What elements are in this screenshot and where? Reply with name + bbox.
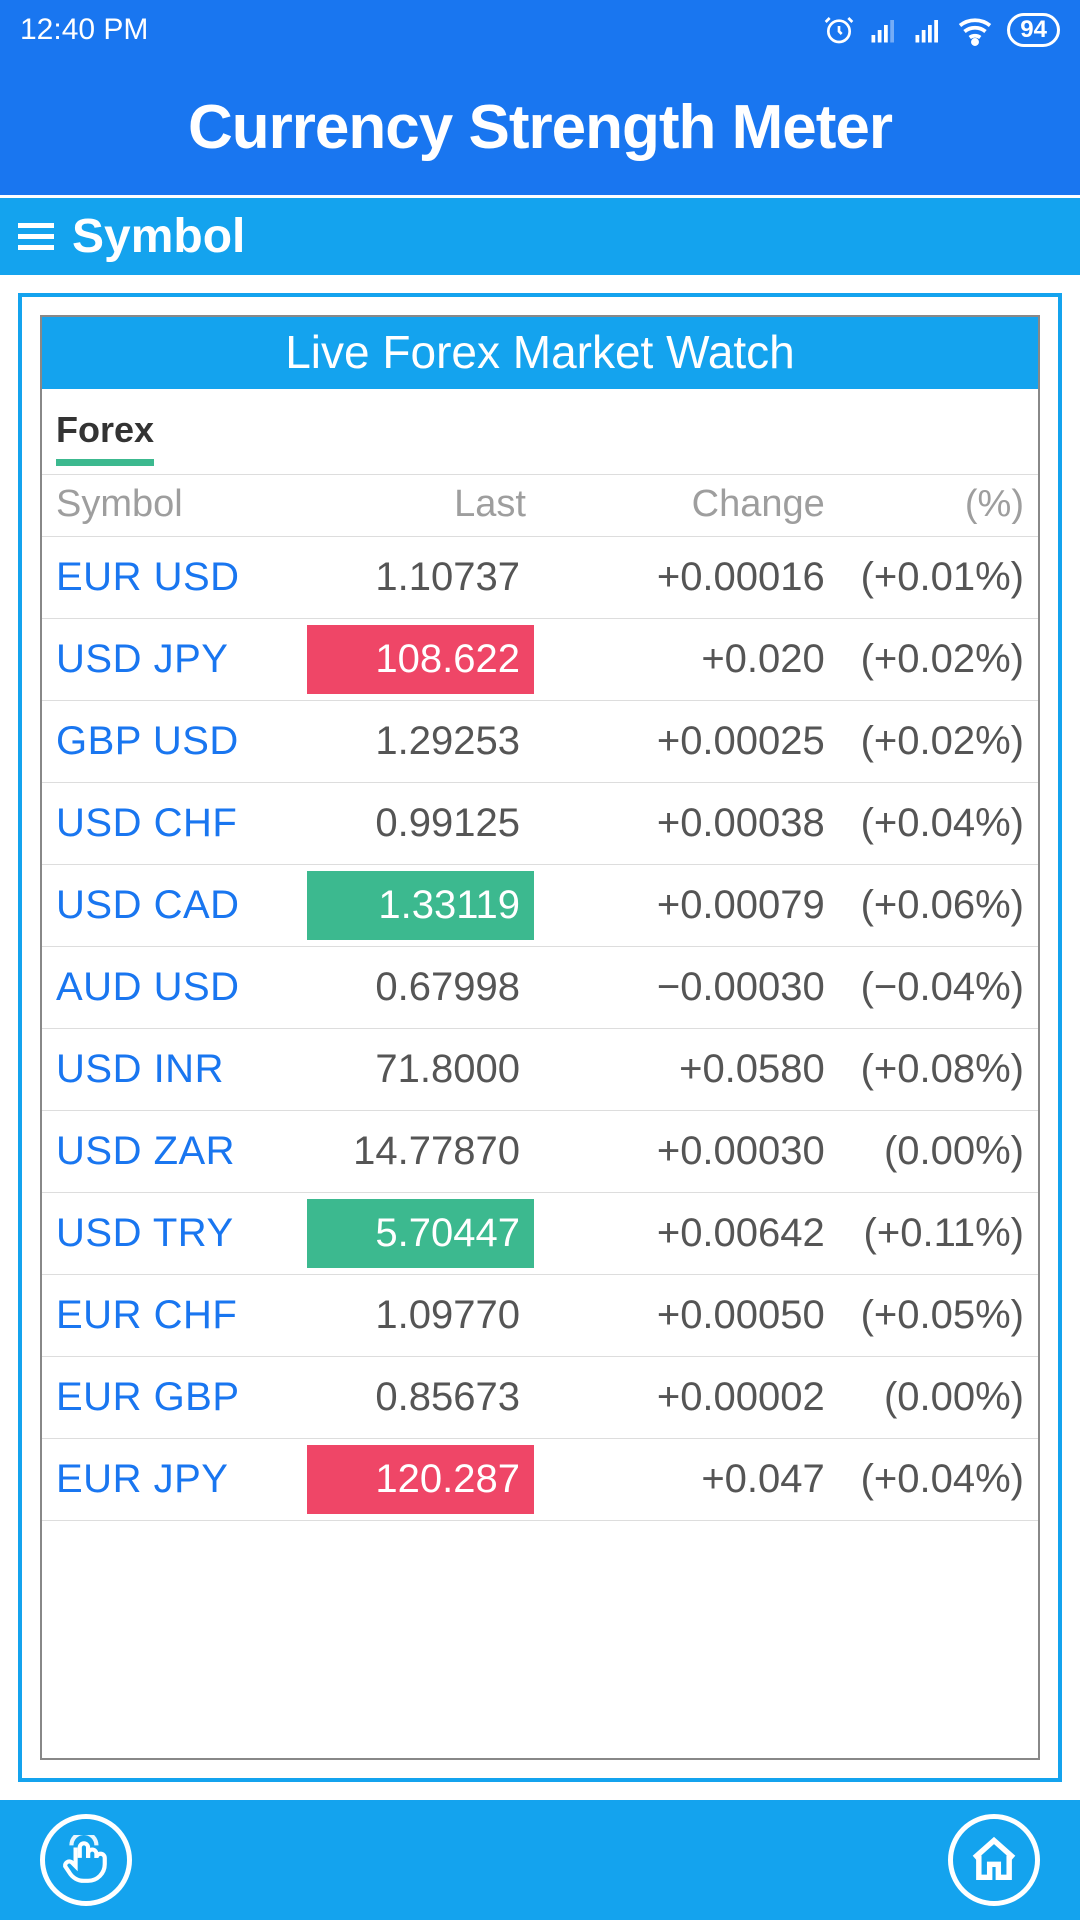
cell-symbol: USD CHF <box>42 783 301 865</box>
cell-last: 71.8000 <box>301 1029 540 1111</box>
cell-symbol: EUR GBP <box>42 1357 301 1439</box>
table-row[interactable]: USD CAD1.33119+0.00079(+0.06%) <box>42 865 1038 947</box>
bottom-nav <box>0 1800 1080 1920</box>
cell-change: +0.00642 <box>540 1193 839 1275</box>
cell-change: +0.047 <box>540 1439 839 1521</box>
cell-last: 0.99125 <box>301 783 540 865</box>
sub-header: Symbol <box>0 195 1080 275</box>
cell-pct: (−0.04%) <box>839 947 1038 1029</box>
cell-symbol: USD JPY <box>42 619 301 701</box>
cell-last: 1.29253 <box>301 701 540 783</box>
status-right: 94 <box>823 12 1060 48</box>
table-row[interactable]: EUR USD1.10737+0.00016(+0.01%) <box>42 537 1038 619</box>
forex-table: Symbol Last Change (%) EUR USD1.10737+0.… <box>42 474 1038 1521</box>
col-change: Change <box>540 475 839 537</box>
cell-pct: (+0.05%) <box>839 1275 1038 1357</box>
cell-change: +0.020 <box>540 619 839 701</box>
table-row[interactable]: EUR CHF1.09770+0.00050(+0.05%) <box>42 1275 1038 1357</box>
col-pct: (%) <box>839 475 1038 537</box>
col-symbol: Symbol <box>42 475 301 537</box>
cell-symbol: GBP USD <box>42 701 301 783</box>
touch-button[interactable] <box>40 1814 132 1906</box>
cell-change: −0.00030 <box>540 947 839 1029</box>
cell-symbol: USD INR <box>42 1029 301 1111</box>
cell-change: +0.00038 <box>540 783 839 865</box>
cell-change: +0.00030 <box>540 1111 839 1193</box>
alarm-icon <box>823 14 855 46</box>
card-title: Live Forex Market Watch <box>42 317 1038 389</box>
tab-forex[interactable]: Forex <box>56 409 154 466</box>
app-header: Currency Strength Meter <box>0 60 1080 195</box>
sub-header-label: Symbol <box>72 209 245 264</box>
cell-last: 14.77870 <box>301 1111 540 1193</box>
table-row[interactable]: AUD USD0.67998−0.00030(−0.04%) <box>42 947 1038 1029</box>
cell-pct: (+0.04%) <box>839 783 1038 865</box>
table-row[interactable]: EUR JPY120.287+0.047(+0.04%) <box>42 1439 1038 1521</box>
table-row[interactable]: USD CHF0.99125+0.00038(+0.04%) <box>42 783 1038 865</box>
cell-symbol: USD TRY <box>42 1193 301 1275</box>
table-row[interactable]: USD TRY5.70447+0.00642(+0.11%) <box>42 1193 1038 1275</box>
cell-pct: (0.00%) <box>839 1357 1038 1439</box>
content-area: Live Forex Market Watch Forex Symbol Las… <box>0 275 1080 1800</box>
signal-icon <box>913 15 943 45</box>
table-row[interactable]: USD ZAR14.77870+0.00030(0.00%) <box>42 1111 1038 1193</box>
cell-symbol: EUR USD <box>42 537 301 619</box>
cell-symbol: AUD USD <box>42 947 301 1029</box>
cell-pct: (+0.06%) <box>839 865 1038 947</box>
signal-icon <box>869 15 899 45</box>
wifi-icon <box>957 12 993 48</box>
cell-change: +0.00002 <box>540 1357 839 1439</box>
table-row[interactable]: USD JPY108.622+0.020(+0.02%) <box>42 619 1038 701</box>
cell-change: +0.00016 <box>540 537 839 619</box>
cell-change: +0.00025 <box>540 701 839 783</box>
cell-symbol: EUR JPY <box>42 1439 301 1521</box>
cell-last: 0.67998 <box>301 947 540 1029</box>
table-header-row: Symbol Last Change (%) <box>42 475 1038 537</box>
cell-symbol: EUR CHF <box>42 1275 301 1357</box>
cell-last: 5.70447 <box>301 1193 540 1275</box>
cell-change: +0.00079 <box>540 865 839 947</box>
cell-symbol: USD CAD <box>42 865 301 947</box>
touch-icon <box>61 1835 111 1885</box>
cell-last: 120.287 <box>301 1439 540 1521</box>
home-button[interactable] <box>948 1814 1040 1906</box>
cell-pct: (+0.08%) <box>839 1029 1038 1111</box>
content-frame: Live Forex Market Watch Forex Symbol Las… <box>18 293 1062 1782</box>
status-time: 12:40 PM <box>20 13 148 47</box>
cell-pct: (+0.02%) <box>839 701 1038 783</box>
battery-indicator: 94 <box>1007 13 1060 47</box>
col-last: Last <box>301 475 540 537</box>
table-row[interactable]: USD INR71.8000+0.0580(+0.08%) <box>42 1029 1038 1111</box>
cell-last: 1.33119 <box>301 865 540 947</box>
table-row[interactable]: GBP USD1.29253+0.00025(+0.02%) <box>42 701 1038 783</box>
status-bar: 12:40 PM 94 <box>0 0 1080 60</box>
cell-change: +0.0580 <box>540 1029 839 1111</box>
cell-last: 1.09770 <box>301 1275 540 1357</box>
market-watch-card: Live Forex Market Watch Forex Symbol Las… <box>40 315 1040 1760</box>
cell-last: 1.10737 <box>301 537 540 619</box>
cell-pct: (+0.11%) <box>839 1193 1038 1275</box>
app-title: Currency Strength Meter <box>188 92 892 163</box>
cell-change: +0.00050 <box>540 1275 839 1357</box>
tab-row: Forex <box>42 389 1038 466</box>
cell-pct: (+0.04%) <box>839 1439 1038 1521</box>
cell-symbol: USD ZAR <box>42 1111 301 1193</box>
table-row[interactable]: EUR GBP0.85673+0.00002(0.00%) <box>42 1357 1038 1439</box>
cell-last: 0.85673 <box>301 1357 540 1439</box>
cell-pct: (+0.02%) <box>839 619 1038 701</box>
cell-pct: (+0.01%) <box>839 537 1038 619</box>
hamburger-icon[interactable] <box>18 223 54 250</box>
cell-pct: (0.00%) <box>839 1111 1038 1193</box>
home-icon <box>968 1834 1020 1886</box>
cell-last: 108.622 <box>301 619 540 701</box>
